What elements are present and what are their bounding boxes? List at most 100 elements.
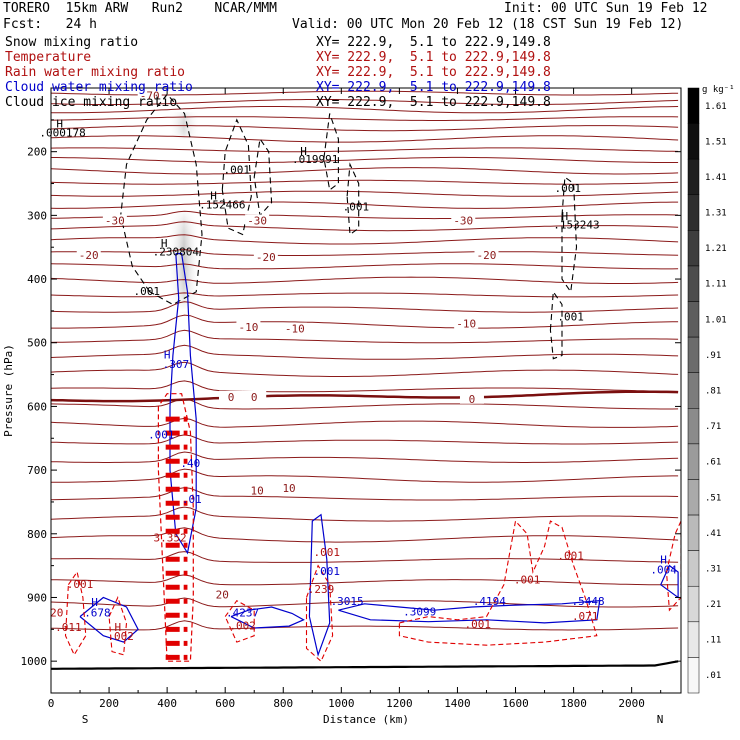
colorbar-label: 1.61	[705, 102, 727, 112]
x-tick-label: 2000	[618, 697, 645, 710]
colorbar-unit: g kg⁻¹	[702, 85, 735, 95]
contour-label: .01	[182, 493, 202, 506]
forecast-hour: Fcst: 24 h	[3, 17, 97, 32]
cloud-water-contour	[230, 606, 305, 629]
contour-label: .3099	[403, 605, 436, 618]
contour-label: H	[164, 349, 171, 362]
isotherm-label-bg	[474, 248, 499, 260]
legend-xy: XY= 222.9, 5.1 to 222.9,149.8	[316, 65, 551, 80]
y-tick-label: 700	[27, 464, 47, 477]
model-title: TORERO 15km ARW Run2 NCAR/MMM	[3, 1, 277, 16]
isotherm-label: 10	[282, 482, 295, 495]
isotherm-label: 0	[228, 391, 235, 404]
isotherm-line	[51, 551, 679, 563]
colorbar-label: 1.01	[705, 315, 727, 325]
isotherm-line	[51, 506, 679, 522]
contour-label: .000178	[39, 126, 85, 139]
isotherm-line	[51, 179, 679, 185]
contour-label: .001	[557, 310, 584, 323]
isotherm-line	[51, 99, 679, 106]
isotherm-line	[51, 276, 679, 284]
ice-contour	[561, 176, 578, 294]
rain-contour	[398, 519, 598, 646]
x-tick-label: 800	[273, 697, 293, 710]
colorbar-label: .71	[705, 422, 721, 432]
y-tick-label: 800	[27, 528, 47, 541]
isotherm-label-bg	[236, 320, 261, 332]
y-tick-label: 300	[27, 209, 47, 222]
cloud-water-contour	[169, 253, 197, 555]
contour-label: .678	[84, 607, 111, 620]
isotherm-label: -30	[105, 214, 125, 227]
colorbar-label: 1.11	[705, 280, 727, 290]
contour-label: H	[660, 554, 667, 567]
cloud-water-contour	[308, 513, 331, 657]
contour-label: .239	[308, 583, 335, 596]
isotherm-line	[51, 210, 679, 220]
x-tick-label: 1800	[560, 697, 587, 710]
y-tick-label: 500	[27, 337, 47, 350]
cloud-water-contour	[79, 596, 139, 643]
rain-contour	[108, 596, 128, 656]
y-tick-label: 900	[27, 591, 47, 604]
isotherm-label-bg	[454, 317, 479, 329]
legend-xy: XY= 222.9, 5.1 to 222.9,149.8	[316, 80, 551, 95]
contour-label: 20	[50, 607, 63, 620]
isotherm-line	[51, 147, 679, 153]
contour-label: H	[161, 237, 168, 250]
contour-label: .3015	[331, 595, 364, 608]
colorbar-swatch	[687, 301, 700, 338]
colorbar-swatch	[687, 585, 700, 623]
contour-label: .001	[314, 546, 341, 559]
isotherm-label: 0	[251, 391, 258, 404]
isotherm-line	[51, 156, 679, 163]
valid-time: Valid: 00 UTC Mon 20 Feb 12 (18 CST Sun …	[292, 17, 684, 32]
isotherm-label: -20	[477, 249, 497, 262]
isotherm-line	[51, 106, 679, 114]
isotherm-label-bg	[219, 390, 243, 402]
legend-label: Snow mixing ratio	[5, 35, 139, 50]
isotherm-line	[51, 249, 679, 256]
colorbar-swatch	[687, 479, 700, 516]
isotherm-label-bg	[451, 214, 476, 226]
isotherm-line	[51, 116, 679, 121]
isotherm-line	[51, 125, 679, 132]
colorbar-swatch	[687, 621, 700, 658]
contour-label: 3.352	[153, 531, 186, 544]
isotherm-line	[51, 314, 679, 329]
rain-contour	[157, 393, 194, 662]
colorbar-label: .91	[705, 351, 721, 361]
contour-label: H	[210, 189, 217, 202]
isotherm-label: -30	[453, 214, 473, 227]
contour-label: .40	[180, 457, 200, 470]
ice-contour	[221, 118, 252, 236]
colorbar-label: .21	[705, 600, 721, 610]
colorbar-swatch	[687, 87, 700, 124]
isotherm-label-bg	[245, 214, 270, 226]
colorbar-label: .61	[705, 458, 721, 468]
contour-label: H	[114, 621, 121, 634]
contour-label: .001	[465, 618, 492, 631]
legend-label: Temperature	[5, 50, 92, 65]
x-tick-label: 1400	[444, 697, 471, 710]
isotherm-line	[51, 487, 679, 501]
terrain-line	[51, 660, 679, 670]
contour-label: .001	[67, 578, 94, 591]
y-tick-label: 1000	[21, 655, 48, 668]
y-tick-label: 600	[27, 400, 47, 413]
colorbar-swatch	[687, 550, 700, 587]
isotherm-label-bg	[277, 481, 302, 493]
cloud-water-contour	[338, 600, 601, 624]
contour-label: .4237	[226, 607, 259, 620]
isotherm-line	[51, 527, 679, 543]
contour-label: .001	[148, 428, 175, 441]
colorbar-label: .01	[705, 671, 721, 681]
contour-label: .071	[572, 610, 599, 623]
x-tick-label: 600	[215, 697, 235, 710]
x-tick-label: 1200	[386, 697, 413, 710]
contour-label: H	[562, 210, 569, 223]
isotherm-line	[51, 329, 679, 344]
colorbar-label: .31	[705, 564, 721, 574]
legend-xy: XY= 222.9, 5.1 to 222.9,149.8	[316, 95, 551, 110]
isotherm-label: -10	[238, 321, 258, 334]
